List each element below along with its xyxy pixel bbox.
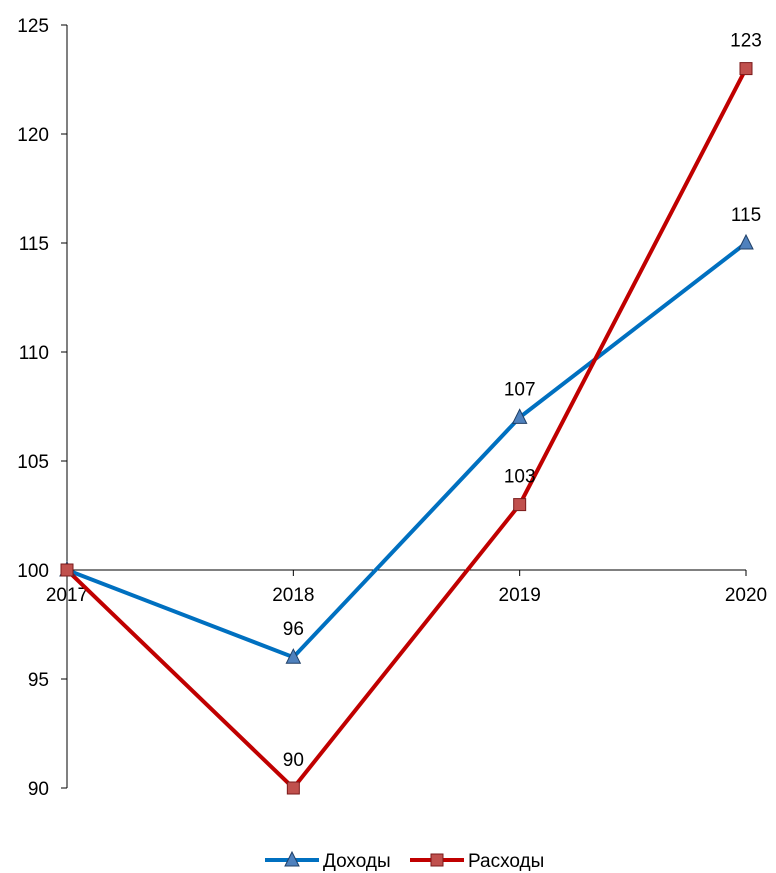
y-tick-label: 100 xyxy=(17,561,49,582)
x-tick-label: 2017 xyxy=(46,585,88,606)
y-tick-label: 120 xyxy=(17,125,49,146)
series-2-point xyxy=(287,782,299,794)
series-line-1 xyxy=(67,243,746,657)
series-2-point xyxy=(514,499,526,511)
y-tick-label: 110 xyxy=(19,343,49,364)
y-tick-label: 125 xyxy=(17,16,49,37)
data-label: 123 xyxy=(730,31,762,52)
y-tick-label: 90 xyxy=(28,779,49,800)
data-label: 115 xyxy=(731,205,761,226)
legend-label: Доходы xyxy=(323,851,391,872)
y-tick-label: 95 xyxy=(28,670,49,691)
data-label: 90 xyxy=(283,750,304,771)
data-label: 103 xyxy=(504,467,536,488)
x-tick-label: 2020 xyxy=(725,585,767,606)
data-label: 96 xyxy=(283,619,304,640)
legend-label: Расходы xyxy=(468,851,544,872)
plot-area: 90 95 100 105 110 115 120 125 2017 2018 2019 2020 96… xyxy=(17,16,767,800)
series-1-point xyxy=(739,235,753,249)
series-2-point xyxy=(61,564,73,576)
data-label: 107 xyxy=(504,379,536,400)
legend-marker-2 xyxy=(431,854,443,866)
y-tick-label: 105 xyxy=(17,452,49,473)
x-tick-label: 2019 xyxy=(499,585,541,606)
x-tick-label: 2018 xyxy=(272,585,314,606)
y-tick-label: 115 xyxy=(19,234,49,255)
legend: Доходы Расходы xyxy=(265,851,544,872)
series-2-point xyxy=(740,63,752,75)
series-line-2 xyxy=(67,69,746,788)
